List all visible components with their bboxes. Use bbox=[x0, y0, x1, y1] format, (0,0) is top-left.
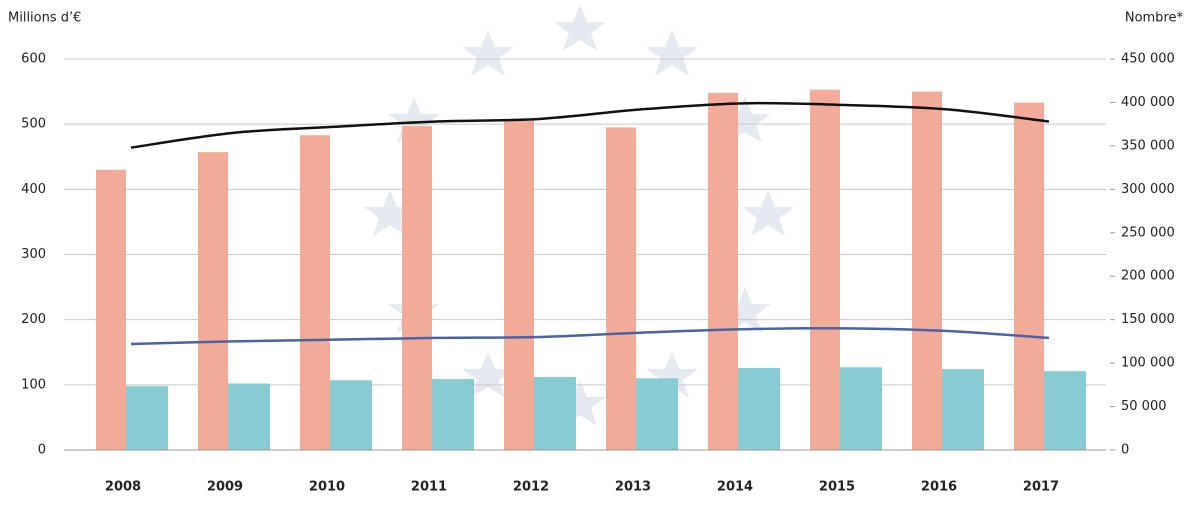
x-tick-label: 2017 bbox=[1023, 480, 1059, 495]
bar bbox=[606, 127, 636, 451]
bar bbox=[1014, 102, 1044, 450]
y2-tick-label: 0 bbox=[1121, 443, 1129, 458]
y2-tick-label: 50 000 bbox=[1121, 399, 1167, 414]
y-tick-label: 400 bbox=[21, 182, 46, 197]
y-tick-label: 200 bbox=[21, 312, 46, 327]
y2-tick-label: 400 000 bbox=[1121, 95, 1175, 110]
bar bbox=[198, 152, 228, 450]
x-tick-label: 2013 bbox=[615, 480, 651, 495]
y2-tick-label: 300 000 bbox=[1121, 182, 1175, 197]
bar bbox=[636, 378, 678, 450]
bar bbox=[810, 89, 840, 451]
x-tick-label: 2008 bbox=[105, 480, 141, 495]
x-tick-label: 2015 bbox=[819, 480, 855, 495]
bar bbox=[504, 120, 534, 451]
y-tick-label: 0 bbox=[38, 443, 46, 458]
y2-tick-label: 200 000 bbox=[1121, 269, 1175, 284]
bar bbox=[330, 380, 372, 450]
x-tick-label: 2016 bbox=[921, 480, 957, 495]
bar bbox=[1044, 371, 1086, 450]
y-tick-label: 100 bbox=[21, 377, 46, 392]
y-axis-label: Millions d’€ bbox=[8, 11, 81, 26]
bar bbox=[912, 91, 942, 450]
x-tick-label: 2010 bbox=[309, 480, 345, 495]
y-tick-label: 500 bbox=[21, 117, 46, 132]
y2-tick-label: 250 000 bbox=[1121, 225, 1175, 240]
bar bbox=[300, 135, 330, 450]
bar bbox=[228, 383, 270, 450]
bar bbox=[534, 377, 576, 450]
y2-tick-label: 450 000 bbox=[1121, 52, 1175, 67]
bar bbox=[738, 367, 780, 450]
y2-tick-label: 350 000 bbox=[1121, 138, 1175, 153]
x-tick-label: 2014 bbox=[717, 480, 753, 495]
bar bbox=[840, 367, 882, 450]
y2-axis-label: Nombre* bbox=[1125, 11, 1184, 26]
y-tick-label: 600 bbox=[21, 52, 46, 67]
y2-tick-label: 100 000 bbox=[1121, 356, 1175, 371]
line bbox=[130, 101, 1050, 149]
bar bbox=[942, 369, 984, 450]
x-tick-label: 2011 bbox=[411, 480, 447, 495]
line bbox=[130, 327, 1050, 346]
x-tick-label: 2012 bbox=[513, 480, 549, 495]
bar bbox=[402, 126, 432, 450]
bar bbox=[708, 92, 738, 451]
bar bbox=[432, 378, 474, 450]
y-tick-label: 300 bbox=[21, 247, 46, 262]
x-tick-label: 2009 bbox=[207, 480, 243, 495]
bar bbox=[126, 386, 168, 450]
bar bbox=[96, 169, 126, 451]
y2-tick-label: 150 000 bbox=[1121, 312, 1175, 327]
